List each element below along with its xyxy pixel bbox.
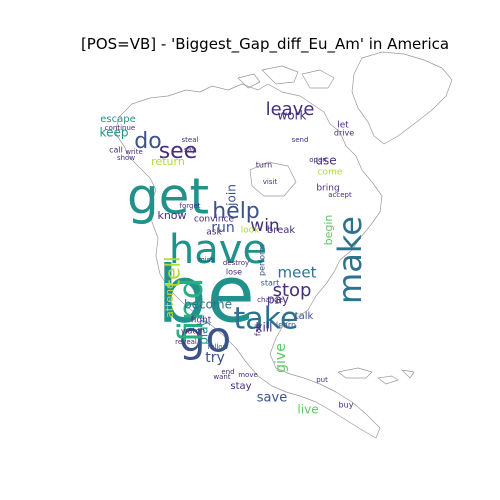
cloud-word-leave: leave (266, 99, 315, 120)
cloud-word-do: do (134, 129, 161, 154)
cloud-word-visit: visit (263, 178, 278, 186)
cloud-word-run: run (211, 220, 235, 236)
cloud-word-give: give (273, 343, 289, 373)
cloud-word-put: put (316, 376, 328, 384)
cloud-word-write: write (125, 148, 143, 156)
cloud-word-live: live (297, 403, 318, 417)
cloud-word-try: try (205, 350, 225, 366)
cloud-word-go: go (179, 313, 231, 362)
cloud-word-see: see (159, 139, 198, 164)
cloud-word-make: make (331, 216, 369, 304)
north-america-map-outline (115, 51, 453, 439)
cloud-word-talk: talk (295, 311, 314, 322)
cloud-word-follow: follow (208, 343, 229, 351)
cloud-word-take: take (234, 302, 299, 337)
cloud-word-use: use (315, 154, 336, 168)
cloud-word-fight: fight (191, 316, 212, 326)
cloud-word-miss: miss (198, 256, 214, 264)
cloud-word-kill: kill (256, 321, 273, 335)
cloud-word-begin: begin (322, 215, 335, 246)
cloud-word-break: break (267, 225, 296, 236)
cloud-word-escape: escape (100, 114, 136, 125)
cloud-word-look: look (241, 226, 261, 236)
cloud-word-learn: learn (276, 321, 296, 330)
cloud-word-change: change (257, 296, 283, 304)
cloud-word-help: help (212, 199, 260, 224)
cloud-word-pay: pay (267, 293, 289, 307)
cloud-word-find: find (172, 278, 212, 343)
cloud-word-drive: drive (334, 129, 354, 138)
cloud-word-come: come (318, 168, 343, 178)
cloud-word-convince: convince (194, 215, 235, 225)
cloud-word-call: call (109, 146, 123, 155)
cloud-word-know: know (157, 209, 186, 222)
cloud-word-say: say (184, 146, 196, 154)
cloud-word-fall: fall (254, 324, 263, 336)
cloud-word-start: start (261, 279, 280, 288)
cloud-word-play: play (197, 319, 211, 344)
cloud-word-continue: continue (105, 124, 135, 132)
cloud-word-watch: watch (181, 327, 205, 336)
cloud-word-have: have (169, 227, 267, 273)
figure-title: [POS=VB] - 'Biggest_Gap_diff_Eu_Am' in A… (80, 35, 450, 53)
cloud-word-turn: turn (256, 161, 272, 170)
cloud-word-perform: perform (258, 244, 267, 276)
cloud-word-be: be (157, 250, 255, 340)
cloud-word-open: open (309, 156, 326, 164)
cloud-word-show: show (117, 154, 135, 162)
cloud-word-stay: stay (230, 381, 251, 392)
cloud-word-buy: buy (339, 401, 354, 410)
cloud-word-reveal: reveal (175, 338, 197, 346)
cloud-word-let: let (337, 121, 349, 131)
cloud-word-want: want (213, 373, 230, 381)
cloud-word-work: work (277, 109, 306, 123)
cloud-word-win: win (250, 216, 279, 236)
cloud-word-lose: lose (226, 268, 242, 277)
cloud-word-forget: forget (180, 202, 201, 210)
cloud-word-bring: bring (316, 184, 339, 194)
cloud-word-keep: keep (100, 126, 129, 140)
cloud-word-meet: meet (278, 264, 317, 282)
cloud-word-return: return (151, 155, 185, 168)
cloud-word-move: move (238, 371, 258, 379)
cloud-word-steal: steal (182, 136, 199, 144)
cloud-word-ask: ask (206, 228, 222, 238)
cloud-word-tell: tell (161, 256, 185, 287)
cloud-word-join: join (225, 184, 239, 207)
cloud-word-get: get (127, 168, 209, 226)
cloud-word-save: save (257, 391, 287, 406)
cloud-word-accept: accept (328, 191, 352, 199)
cloud-word-send: send (292, 136, 309, 144)
cloud-word-end: end (221, 368, 234, 376)
cloud-word-attend: attend (163, 282, 176, 318)
cloud-word-stop: stop (273, 280, 312, 301)
cloud-word-destroy: destroy (223, 259, 249, 267)
cloud-word-become: become (184, 298, 232, 312)
